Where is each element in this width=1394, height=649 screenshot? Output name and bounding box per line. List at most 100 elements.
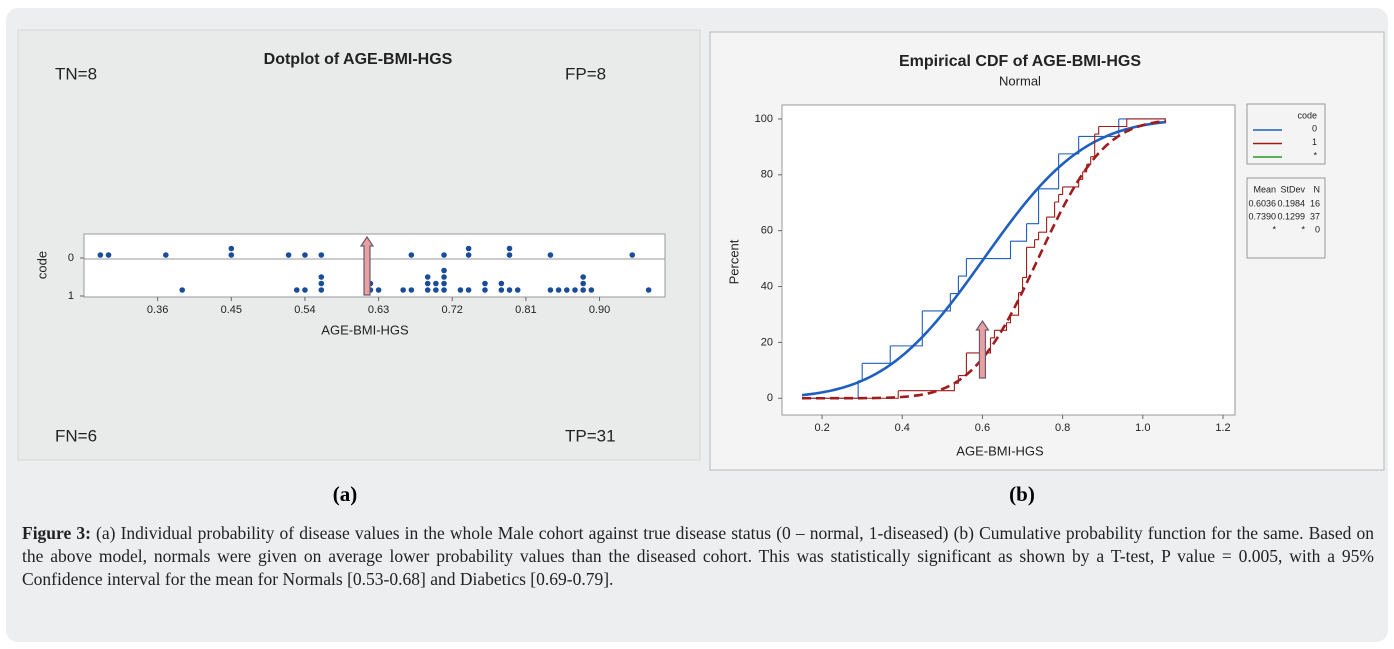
- ecdf-step: [1090, 149, 1096, 158]
- dot: [97, 252, 104, 258]
- plot-area: [781, 104, 1236, 416]
- ecdf-step: [958, 258, 967, 277]
- y-tick-label: 0: [767, 392, 773, 404]
- x-tick-label: 1.2: [1215, 422, 1230, 434]
- stat-n: 37: [1310, 211, 1320, 221]
- panel-label: (b): [1009, 482, 1035, 506]
- dot: [514, 287, 521, 293]
- legend-title: code: [1297, 110, 1317, 120]
- stats-box: [1246, 177, 1326, 259]
- dot: [547, 287, 554, 293]
- dot: [506, 245, 513, 252]
- caption-text: (a) Individual probability of disease va…: [22, 523, 1374, 589]
- ecdf-step: [1086, 156, 1092, 165]
- x-tick-label: 0.6: [975, 422, 990, 434]
- dot: [482, 287, 488, 293]
- ecdf-step: [1078, 171, 1084, 180]
- dot: [482, 280, 488, 287]
- dot: [441, 280, 447, 287]
- dot: [318, 252, 325, 258]
- ecdf-step: [890, 328, 923, 347]
- annotation-arrow: [359, 235, 375, 296]
- legend-label: 1: [1312, 137, 1317, 147]
- dot: [441, 267, 447, 274]
- dot: [629, 252, 636, 258]
- dot: [318, 280, 325, 287]
- ecdf-step: [1058, 136, 1080, 155]
- stat-mean: *: [1272, 224, 1276, 234]
- dot: [465, 245, 472, 252]
- ecdf-step: [1006, 315, 1012, 324]
- stat-n: 0: [1315, 224, 1320, 234]
- y-tick-label: 100: [755, 113, 773, 125]
- chart-subtitle: Normal: [999, 73, 1041, 88]
- x-tick-label: 0.36: [147, 304, 168, 316]
- x-tick-label: 0.4: [895, 422, 910, 434]
- x-axis-label: AGE-BMI-HGS: [956, 443, 1044, 458]
- ecdf-step: [1054, 194, 1060, 203]
- dot: [580, 280, 586, 287]
- dot: [228, 245, 235, 252]
- annotation-arrow: [975, 319, 990, 379]
- ecdf-step: [802, 390, 899, 399]
- dot: [572, 287, 578, 293]
- dot: [506, 287, 513, 293]
- ecdf-step: [858, 363, 863, 382]
- dot: [645, 287, 652, 293]
- ecdf-step: [958, 368, 967, 377]
- y-tick-label: 40: [761, 280, 773, 292]
- y-axis-label: code: [34, 251, 49, 279]
- y-tick-label: 20: [761, 336, 773, 348]
- ecdf-step: [1062, 179, 1080, 188]
- y-tick-label: 1: [68, 290, 74, 302]
- ecdf-step: [1010, 223, 1028, 242]
- dot: [228, 252, 235, 258]
- ecdf-step: [954, 375, 959, 384]
- ecdf-step: [950, 276, 959, 295]
- dot: [555, 287, 562, 293]
- chart-title: Empirical CDF of AGE-BMI-HGS: [899, 53, 1141, 70]
- y-tick-label: 60: [761, 225, 773, 237]
- x-tick-label: 1.0: [1135, 422, 1150, 434]
- ecdf-step: [1010, 307, 1020, 316]
- legend-label: *: [1313, 150, 1317, 160]
- x-tick-label: 0.8: [1055, 422, 1070, 434]
- caption: Figure 3: (a) Individual probability of …: [22, 522, 1374, 591]
- dot: [433, 280, 439, 287]
- stat-header: N: [1314, 184, 1321, 194]
- dot: [424, 280, 431, 287]
- dot: [588, 287, 595, 293]
- stat-mean: 0.7390: [1248, 211, 1276, 221]
- dot: [285, 252, 292, 258]
- y-axis-label: Percent: [726, 239, 741, 284]
- chart-title: Dotplot of AGE-BMI-HGS: [264, 51, 453, 68]
- dot: [441, 274, 447, 280]
- dot: [408, 252, 415, 258]
- dot: [465, 252, 472, 258]
- dot: [179, 287, 185, 293]
- x-tick-label: 0.54: [294, 304, 315, 316]
- stat-header: Mean: [1253, 184, 1276, 194]
- dot: [302, 287, 308, 293]
- x-tick-label: 0.81: [515, 304, 536, 316]
- x-axis-label: AGE-BMI-HGS: [321, 322, 409, 337]
- ecdf-step: [898, 383, 955, 392]
- legend-box: [1246, 103, 1326, 165]
- dot: [498, 280, 505, 287]
- dot: [318, 287, 325, 293]
- dot: [105, 252, 112, 258]
- dot: [375, 287, 382, 293]
- ecdf-step: [1058, 186, 1064, 195]
- stat-n: 16: [1310, 198, 1320, 208]
- y-tick-label: 0: [68, 252, 74, 264]
- x-tick-label: 0.45: [221, 304, 242, 316]
- x-tick-label: 0.63: [368, 304, 389, 316]
- ecdf-step: [1094, 126, 1100, 135]
- dot: [400, 287, 406, 293]
- stat-stdev: 0.1984: [1277, 198, 1305, 208]
- stat-header: StDev: [1280, 184, 1305, 194]
- dot: [433, 287, 439, 293]
- dot: [441, 287, 447, 293]
- x-tick-label: 0.90: [589, 304, 610, 316]
